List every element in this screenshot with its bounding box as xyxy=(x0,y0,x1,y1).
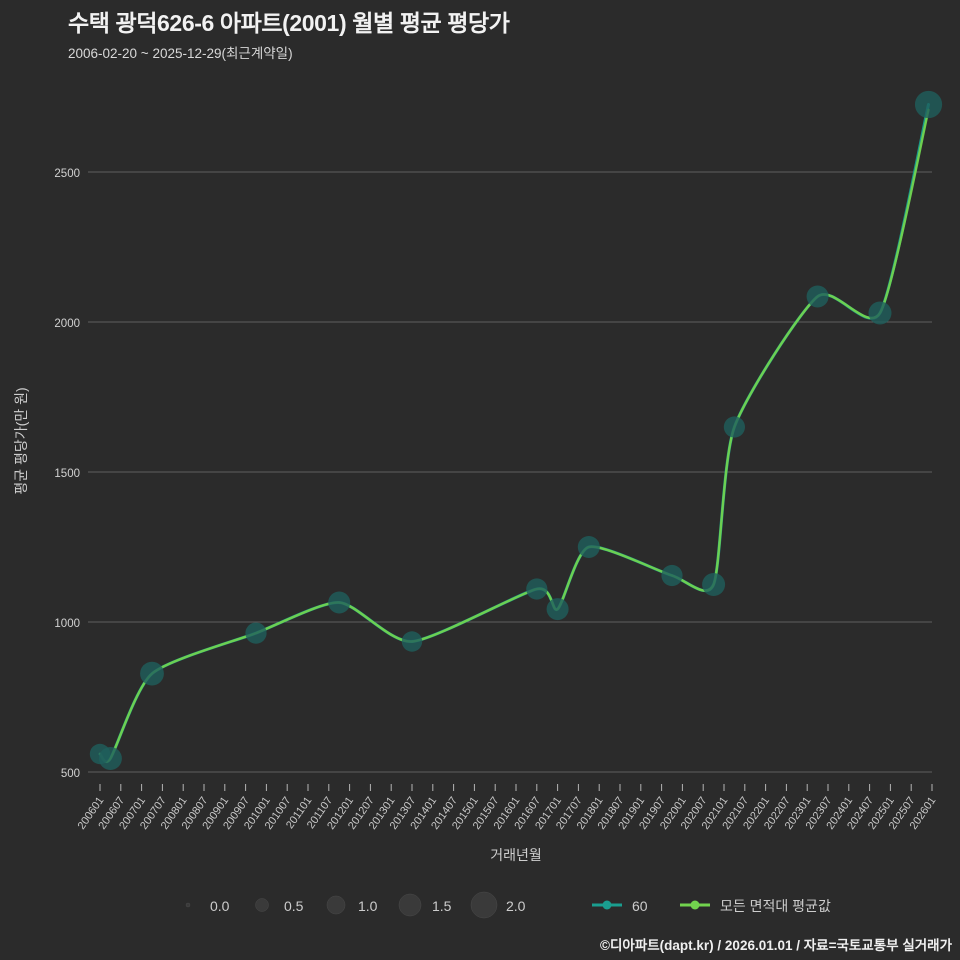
legend-size-label: 1.0 xyxy=(358,898,378,914)
series-line xyxy=(98,108,930,763)
y-axis-title: 평균 평당가(만 원) xyxy=(13,387,29,494)
legend-size-bubble xyxy=(185,902,191,908)
legend-size-bubble xyxy=(398,893,422,917)
series-bubbles-group xyxy=(89,90,943,770)
gridlines-group xyxy=(88,171,932,773)
x-axis-tick-labels: 2006012006072007012007072008012008072009… xyxy=(76,795,939,832)
x-axis-ticks xyxy=(99,784,933,791)
data-point-bubble[interactable] xyxy=(914,90,943,119)
legend-size-bubble xyxy=(470,891,498,919)
data-point-bubble[interactable] xyxy=(328,591,351,614)
data-point-bubble[interactable] xyxy=(577,536,600,558)
legend-size-bubble xyxy=(255,898,269,912)
y-tick-label: 500 xyxy=(61,768,80,780)
y-tick-label: 1000 xyxy=(54,618,80,630)
data-point-bubble[interactable] xyxy=(868,301,892,325)
data-point-bubble[interactable] xyxy=(546,598,569,621)
legend-series: 60 모든 면적대 평균값 xyxy=(592,898,831,914)
footer-credit: ©디아파트(dapt.kr) / 2026.01.01 / 자료=국토교통부 실… xyxy=(600,938,952,953)
data-point-bubble[interactable] xyxy=(140,661,164,686)
data-point-bubble[interactable] xyxy=(526,578,548,600)
legend-size-label: 0.0 xyxy=(210,898,230,914)
y-tick-label: 1500 xyxy=(54,468,80,480)
data-point-bubble[interactable] xyxy=(702,573,726,596)
legend-series-label[interactable]: 60 xyxy=(632,898,648,914)
legend-size-bubble xyxy=(326,895,346,915)
legend-size-label: 2.0 xyxy=(506,898,526,914)
data-point-bubble[interactable] xyxy=(98,747,122,770)
chart-subtitle: 2006-02-20 ~ 2025-12-29(최근계약일) xyxy=(68,46,293,61)
y-axis-tick-labels: 500 1000 1500 2000 2500 xyxy=(54,168,80,780)
y-tick-label: 2000 xyxy=(54,318,80,330)
y-tick-label: 2500 xyxy=(54,168,80,180)
legend-size-label: 1.5 xyxy=(432,898,452,914)
data-point-bubble[interactable] xyxy=(661,564,683,587)
x-axis-title: 거래년월 xyxy=(490,847,542,863)
legend-series-marker xyxy=(690,900,700,910)
series-lines-group xyxy=(98,103,930,764)
legend-series-marker xyxy=(602,900,612,910)
series-line xyxy=(98,103,930,764)
title-block: 수택 광덕626-6 아파트(2001) 월별 평균 평당가 2006-02-2… xyxy=(68,8,928,64)
data-point-bubble[interactable] xyxy=(401,631,423,652)
data-point-bubble[interactable] xyxy=(723,416,746,438)
data-point-bubble[interactable] xyxy=(806,285,829,308)
legend-size-scale: 0.0 0.5 1.0 1.5 2.0 xyxy=(185,891,526,919)
legend-size-label: 0.5 xyxy=(284,898,304,914)
legend-series-label[interactable]: 모든 면적대 평균값 xyxy=(720,898,831,914)
page-title: 수택 광덕626-6 아파트(2001) 월별 평균 평당가 xyxy=(68,10,510,36)
data-point-bubble[interactable] xyxy=(245,622,267,644)
